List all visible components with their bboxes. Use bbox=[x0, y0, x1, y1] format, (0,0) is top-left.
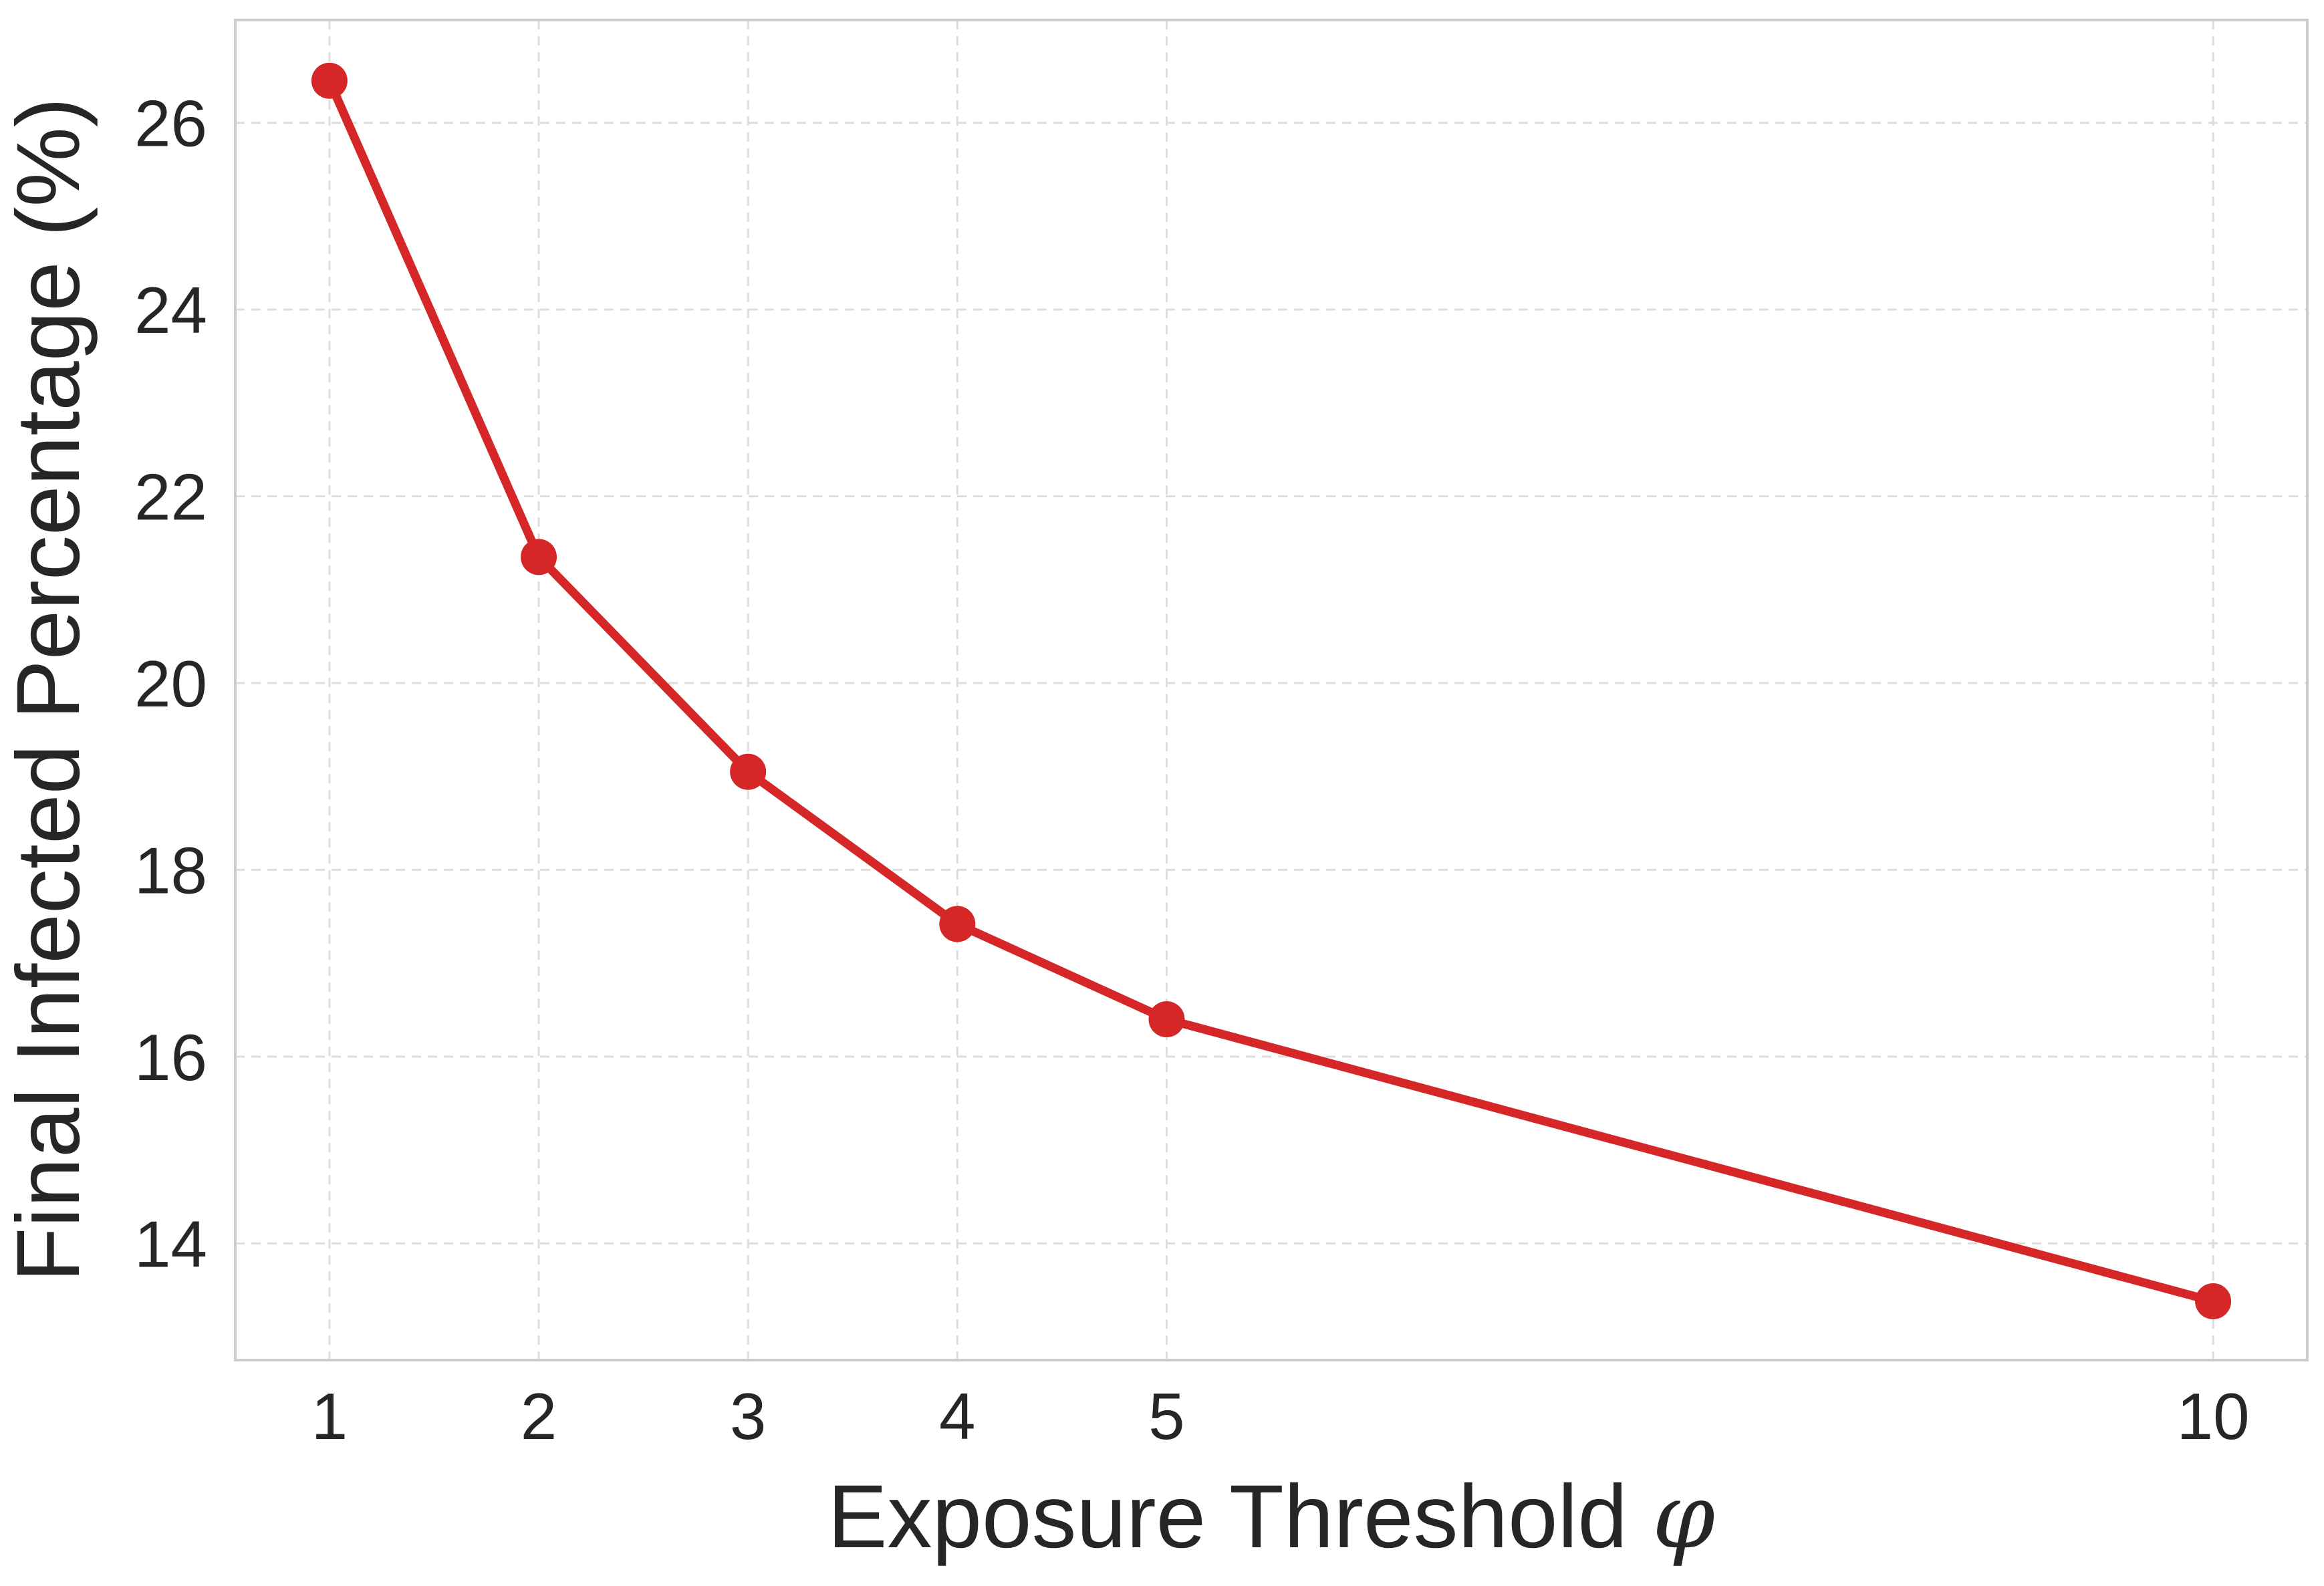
data-point bbox=[1148, 1001, 1185, 1038]
plot-frame bbox=[234, 19, 2309, 1361]
data-point bbox=[521, 539, 557, 575]
series-layer bbox=[311, 62, 2232, 1319]
series-line bbox=[325, 76, 2218, 1306]
y-tick-label: 14 bbox=[134, 1207, 207, 1281]
x-tick-label: 2 bbox=[521, 1379, 557, 1453]
y-tick-label: 20 bbox=[134, 647, 207, 720]
x-tick-label: 5 bbox=[1148, 1379, 1185, 1453]
x-axis-label: Exposure Threshold φ bbox=[827, 1464, 1715, 1569]
y-tick-label: 26 bbox=[134, 87, 207, 160]
y-tick-label: 24 bbox=[134, 273, 207, 347]
x-tick-label: 4 bbox=[939, 1379, 976, 1453]
data-point bbox=[2195, 1283, 2232, 1319]
x-tick-label: 3 bbox=[730, 1379, 767, 1453]
data-point bbox=[311, 62, 348, 99]
y-tick-label: 16 bbox=[134, 1021, 207, 1094]
y-tick-label: 22 bbox=[134, 460, 207, 534]
data-point bbox=[730, 753, 767, 790]
y-tick-label: 18 bbox=[134, 833, 207, 907]
tick-labels: 1 2 3 4 5 10 14 16 18 20 22 24 26 bbox=[134, 87, 2250, 1453]
grid-lines bbox=[235, 20, 2307, 1360]
data-point bbox=[939, 906, 976, 942]
y-axis-label: Final Infected Percentage (%) bbox=[0, 98, 98, 1283]
x-tick-label: 1 bbox=[311, 1379, 348, 1453]
x-tick-label: 10 bbox=[2177, 1379, 2250, 1453]
